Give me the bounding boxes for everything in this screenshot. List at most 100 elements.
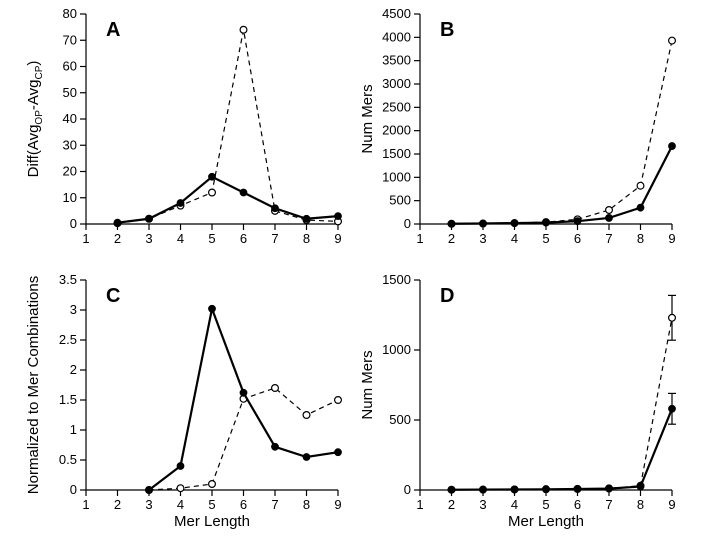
y-tick-label: 1000 xyxy=(382,342,411,357)
x-tick-label: 8 xyxy=(303,231,310,246)
y-axis-label: Normalized to Mer Combinations xyxy=(25,276,42,494)
marker-solid xyxy=(272,443,279,450)
marker-dashed xyxy=(669,314,676,321)
marker-solid xyxy=(177,463,184,470)
x-tick-label: 1 xyxy=(82,497,89,512)
x-tick-label: 1 xyxy=(82,231,89,246)
y-tick-label: 0 xyxy=(70,482,77,497)
y-tick-label: 4500 xyxy=(382,6,411,21)
x-tick-label: 3 xyxy=(145,497,152,512)
marker-solid xyxy=(114,219,121,226)
x-tick-label: 4 xyxy=(177,497,184,512)
y-tick-label: 1000 xyxy=(382,169,411,184)
x-tick-label: 5 xyxy=(208,231,215,246)
marker-solid xyxy=(448,220,455,227)
marker-solid xyxy=(574,486,581,493)
y-axis-label: Num Mers xyxy=(359,350,376,419)
marker-dashed xyxy=(335,397,342,404)
y-tick-label: 0 xyxy=(404,482,411,497)
panel-B: 1234567890500100015002000250030003500400… xyxy=(356,4,682,264)
y-tick-label: 0.5 xyxy=(59,452,77,467)
y-tick-label: 0 xyxy=(70,216,77,231)
x-tick-label: 2 xyxy=(448,497,455,512)
x-tick-label: 9 xyxy=(334,231,341,246)
marker-solid xyxy=(606,215,613,222)
x-tick-label: 7 xyxy=(605,231,612,246)
marker-dashed xyxy=(240,26,247,33)
x-tick-label: 6 xyxy=(240,231,247,246)
marker-dashed xyxy=(637,182,644,189)
panel-label-D: D xyxy=(440,285,454,307)
panel-A: 12345678901020304050607080ADiff(AvgOP-Av… xyxy=(22,4,348,264)
x-tick-label: 2 xyxy=(114,497,121,512)
series-dashed xyxy=(452,41,673,224)
y-tick-label: 40 xyxy=(63,111,77,126)
y-tick-label: 1.5 xyxy=(59,392,77,407)
y-tick-label: 1 xyxy=(70,422,77,437)
panel-D: 123456789050010001500DNum MersMer Length xyxy=(356,270,682,530)
marker-solid xyxy=(574,218,581,225)
marker-dashed xyxy=(272,385,279,392)
x-tick-label: 5 xyxy=(542,231,549,246)
marker-dashed xyxy=(209,189,216,196)
marker-solid xyxy=(669,405,676,412)
marker-solid xyxy=(448,486,455,493)
y-tick-label: 3000 xyxy=(382,76,411,91)
panel-C: 12345678900.511.522.533.5CNormalized to … xyxy=(22,270,348,530)
x-tick-label: 2 xyxy=(114,231,121,246)
series-dashed xyxy=(149,388,338,490)
y-tick-label: 1500 xyxy=(382,272,411,287)
marker-dashed xyxy=(669,37,676,44)
marker-dashed xyxy=(177,485,184,492)
x-tick-label: 9 xyxy=(668,497,675,512)
panel-label-C: C xyxy=(106,285,120,307)
y-tick-label: 20 xyxy=(63,164,77,179)
x-tick-label: 9 xyxy=(668,231,675,246)
x-tick-label: 1 xyxy=(416,231,423,246)
marker-dashed xyxy=(303,412,310,419)
marker-solid xyxy=(303,454,310,461)
y-tick-label: 70 xyxy=(63,32,77,47)
y-tick-label: 50 xyxy=(63,85,77,100)
y-tick-label: 3.5 xyxy=(59,272,77,287)
marker-solid xyxy=(511,220,518,227)
marker-solid xyxy=(177,200,184,207)
x-tick-label: 4 xyxy=(511,231,518,246)
x-tick-label: 8 xyxy=(303,497,310,512)
y-tick-label: 500 xyxy=(389,193,411,208)
marker-solid xyxy=(240,189,247,196)
marker-dashed xyxy=(606,207,613,214)
marker-solid xyxy=(209,173,216,180)
x-tick-label: 1 xyxy=(416,497,423,512)
x-axis-label: Mer Length xyxy=(508,513,584,530)
panel-label-A: A xyxy=(106,19,120,41)
x-tick-label: 3 xyxy=(479,497,486,512)
x-tick-label: 8 xyxy=(637,231,644,246)
x-tick-label: 7 xyxy=(271,231,278,246)
x-tick-label: 6 xyxy=(574,497,581,512)
marker-solid xyxy=(240,389,247,396)
marker-solid xyxy=(303,215,310,222)
x-tick-label: 4 xyxy=(511,497,518,512)
x-tick-label: 3 xyxy=(479,231,486,246)
panel-label-B: B xyxy=(440,19,454,41)
x-tick-label: 5 xyxy=(542,497,549,512)
marker-solid xyxy=(146,215,153,222)
marker-solid xyxy=(543,486,550,493)
x-tick-label: 9 xyxy=(334,497,341,512)
marker-solid xyxy=(606,485,613,492)
y-tick-label: 2 xyxy=(70,362,77,377)
series-dashed xyxy=(118,30,339,223)
series-solid xyxy=(452,409,673,490)
x-tick-label: 6 xyxy=(574,231,581,246)
y-tick-label: 0 xyxy=(404,216,411,231)
y-tick-label: 2500 xyxy=(382,99,411,114)
y-tick-label: 2000 xyxy=(382,123,411,138)
x-tick-label: 4 xyxy=(177,231,184,246)
marker-solid xyxy=(637,204,644,211)
marker-solid xyxy=(335,213,342,220)
x-tick-label: 5 xyxy=(208,497,215,512)
x-tick-label: 7 xyxy=(271,497,278,512)
series-dashed xyxy=(452,318,673,490)
marker-solid xyxy=(669,143,676,150)
